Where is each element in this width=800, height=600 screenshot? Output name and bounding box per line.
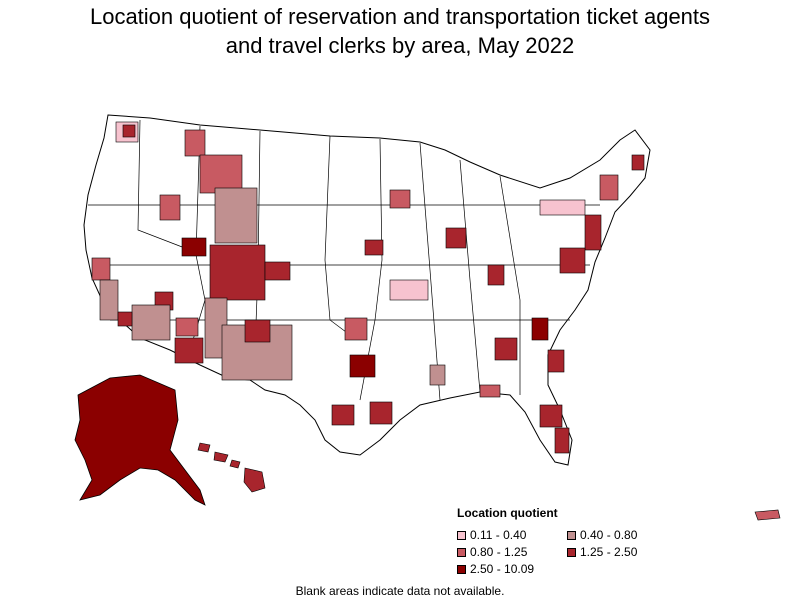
area-region	[364, 239, 384, 256]
legend-item: 2.50 - 10.09	[457, 562, 534, 576]
area-region	[199, 154, 243, 194]
area-region	[369, 401, 393, 425]
area-region	[131, 304, 171, 341]
legend-label: 1.25 - 2.50	[580, 545, 638, 559]
legend-swatch	[567, 547, 576, 557]
area-region	[631, 154, 645, 171]
area-region	[99, 279, 119, 321]
area-region	[389, 189, 411, 209]
area-region	[117, 311, 133, 327]
area-region	[349, 354, 376, 378]
area-region	[445, 227, 467, 249]
area-region	[539, 404, 563, 428]
legend-label: 0.11 - 0.40	[470, 528, 527, 542]
area-region	[209, 244, 266, 301]
legend-swatch	[457, 530, 466, 540]
area-region	[91, 257, 111, 281]
area-region	[429, 364, 446, 386]
area-region	[159, 194, 181, 221]
area-region	[214, 187, 258, 244]
area-region	[175, 317, 199, 337]
legend-swatch	[457, 547, 466, 557]
area-region	[244, 319, 271, 343]
legend-item: 0.40 - 0.80	[567, 528, 637, 542]
area-region	[174, 337, 204, 364]
area-region	[584, 214, 602, 251]
legend-item: 0.11 - 0.40	[457, 528, 526, 542]
area-region	[344, 317, 368, 341]
area-region	[554, 427, 570, 454]
footnote: Blank areas indicate data not available.	[295, 584, 505, 598]
map-title: Location quotient of reservation and tra…	[0, 2, 800, 60]
area-region	[389, 279, 429, 301]
area-region	[559, 247, 586, 274]
area-region	[479, 384, 501, 398]
area-region	[531, 317, 549, 341]
legend-title: Location quotient	[457, 506, 558, 520]
area-regions	[91, 121, 645, 454]
legend-item: 0.80 - 1.25	[457, 545, 527, 559]
legend-item: 1.25 - 2.50	[567, 545, 637, 559]
map-legend: Location quotient 0.11 - 0.40 0.40 - 0.8…	[457, 506, 657, 578]
area-region	[494, 337, 518, 361]
area-region	[539, 199, 586, 216]
area-region	[181, 237, 207, 257]
legend-label: 0.80 - 1.25	[470, 545, 528, 559]
area-region	[122, 124, 136, 138]
legend-swatch	[457, 564, 466, 574]
area-region	[599, 174, 619, 201]
legend-grid: 0.11 - 0.40 0.40 - 0.80 0.80 - 1.25 1.25…	[457, 528, 657, 578]
legend-label: 2.50 - 10.09	[470, 562, 535, 576]
hawaii-islands	[197, 442, 266, 493]
puerto-rico-region	[754, 509, 781, 521]
legend-label: 0.40 - 0.80	[580, 528, 638, 542]
area-region	[547, 349, 565, 373]
title-line-1: Location quotient of reservation and tra…	[89, 4, 711, 29]
legend-swatch	[567, 530, 576, 540]
area-region	[264, 261, 291, 281]
alaska-region	[74, 374, 206, 506]
area-region	[487, 264, 505, 286]
area-region	[331, 404, 355, 426]
title-line-2: and travel clerks by area, May 2022	[225, 33, 575, 58]
area-region	[184, 129, 206, 157]
